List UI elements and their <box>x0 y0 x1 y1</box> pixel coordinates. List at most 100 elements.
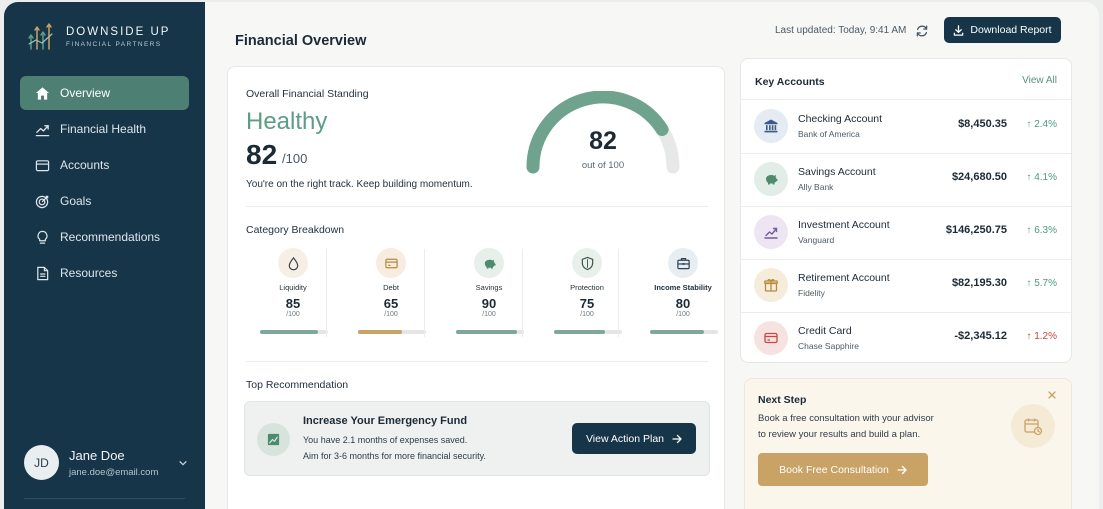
category-progress-fill <box>554 330 605 334</box>
trend-up-icon <box>754 215 788 249</box>
account-change: ↑ 1.2% <box>1026 331 1057 342</box>
account-row-investment[interactable]: Investment Account Vanguard $146,250.75 … <box>741 206 1071 259</box>
category-progress-track <box>554 330 622 334</box>
gauge-caption: out of 100 <box>581 160 625 171</box>
account-balance: $146,250.75 <box>945 224 1007 236</box>
key-accounts-title: Key Accounts <box>755 76 825 88</box>
sidebar-item-recommendations[interactable]: Recommendations <box>20 220 189 254</box>
category-divider <box>424 249 425 337</box>
sidebar-item-label: Recommendations <box>60 230 161 244</box>
category-score-max: /100 <box>580 311 594 318</box>
account-change: ↑ 6.3% <box>1026 225 1057 236</box>
standing-status: Healthy <box>246 108 328 135</box>
category-breakdown: Liquidity 85 /100 Debt 65 /100 Sav <box>244 243 718 343</box>
sidebar-divider <box>24 498 185 499</box>
score-gauge <box>526 91 680 174</box>
app-window: DOWNSIDE UP FINANCIAL PARTNERS Overview … <box>4 2 1099 509</box>
shield-icon <box>572 248 602 278</box>
account-institution: Vanguard <box>798 235 835 245</box>
refresh-icon[interactable] <box>915 24 929 38</box>
briefcase-icon <box>668 248 698 278</box>
category-label: Liquidity <box>279 283 307 292</box>
section-divider <box>246 206 708 207</box>
next-step-card: Next Step Book a free consultation with … <box>744 378 1072 509</box>
category-protection[interactable]: Protection 75 /100 <box>538 243 636 343</box>
recommendation-detail: Aim for 3-6 months for more financial se… <box>303 451 486 461</box>
account-balance: $82,195.30 <box>951 277 1007 289</box>
account-institution: Fidelity <box>798 288 825 298</box>
account-name: Investment Account <box>798 219 890 231</box>
lightbulb-icon <box>34 229 50 245</box>
sidebar-item-accounts[interactable]: Accounts <box>20 148 189 182</box>
home-icon <box>34 85 50 101</box>
sidebar-item-label: Accounts <box>60 158 110 172</box>
brand-subtitle: FINANCIAL PARTNERS <box>66 41 162 48</box>
user-name: Jane Doe <box>69 447 125 463</box>
account-row-checking[interactable]: Checking Account Bank of America $8,450.… <box>741 100 1071 153</box>
account-row-credit-card[interactable]: Credit Card Chase Sapphire -$2,345.12 ↑ … <box>741 312 1071 365</box>
account-name: Credit Card <box>798 325 852 337</box>
category-label: Protection <box>570 283 604 292</box>
sidebar-item-goals[interactable]: Goals <box>20 184 189 218</box>
target-icon <box>34 193 50 209</box>
category-income-stability[interactable]: Income Stability 80 /100 <box>634 243 732 343</box>
recommendation-detail: You have 2.1 months of expenses saved. <box>303 435 468 445</box>
account-row-retirement[interactable]: Retirement Account Fidelity $82,195.30 ↑… <box>741 259 1071 312</box>
sidebar-item-financial-health[interactable]: Financial Health <box>20 112 189 146</box>
brand-name: DOWNSIDE UP <box>66 26 171 38</box>
category-progress-fill <box>358 330 403 334</box>
financial-standing-card: Overall Financial Standing Healthy 82 /1… <box>227 66 725 509</box>
top-recommendation-title: Top Recommendation <box>246 379 349 391</box>
view-action-plan-button[interactable]: View Action Plan <box>572 423 696 454</box>
category-score: 65 <box>383 296 399 311</box>
view-all-link[interactable]: View All <box>1022 75 1057 86</box>
category-label: Debt <box>383 283 399 292</box>
user-profile[interactable]: JD Jane Doe jane.doe@email.com <box>24 445 189 480</box>
chevron-down-icon[interactable] <box>177 457 189 469</box>
bank-icon <box>754 109 788 143</box>
account-name: Checking Account <box>798 113 883 125</box>
account-change: ↑ 4.1% <box>1026 172 1057 183</box>
category-savings[interactable]: Savings 90 /100 <box>440 243 538 343</box>
account-change: ↑ 2.4% <box>1026 119 1057 130</box>
account-balance: $8,450.35 <box>958 118 1007 130</box>
account-row-savings[interactable]: Savings Account Ally Bank $24,680.50 ↑ 4… <box>741 153 1071 206</box>
download-icon <box>954 24 964 36</box>
category-progress-track <box>358 330 426 334</box>
sidebar-item-resources[interactable]: Resources <box>20 256 189 290</box>
category-progress-fill <box>650 330 705 334</box>
standing-title: Overall Financial Standing <box>246 88 369 100</box>
account-institution: Bank of America <box>798 129 860 139</box>
book-consultation-button[interactable]: Book Free Consultation <box>758 453 928 486</box>
row-divider <box>741 312 1071 313</box>
recommendation-box: Increase Your Emergency Fund You have 2.… <box>244 401 710 476</box>
sidebar-item-label: Resources <box>60 266 118 280</box>
section-divider <box>246 361 708 362</box>
account-balance: -$2,345.12 <box>954 330 1007 342</box>
row-divider <box>741 259 1071 260</box>
category-debt[interactable]: Debt 65 /100 <box>342 243 440 343</box>
chart-arrows-icon <box>28 23 53 50</box>
credit-card-icon <box>754 321 788 355</box>
wallet-icon <box>34 157 50 173</box>
sidebar-item-overview[interactable]: Overview <box>20 76 189 110</box>
gauge-value: 82 <box>589 127 617 155</box>
category-progress-track <box>260 330 328 334</box>
category-progress-track <box>456 330 524 334</box>
category-breakdown-title: Category Breakdown <box>246 224 345 236</box>
next-step-text: to review your results and build a plan. <box>758 429 921 440</box>
category-score: 75 <box>579 296 595 311</box>
category-score-max: /100 <box>482 311 496 318</box>
download-report-label: Download Report <box>970 24 1052 36</box>
document-icon <box>34 265 50 281</box>
brand[interactable]: DOWNSIDE UP FINANCIAL PARTNERS <box>28 22 170 52</box>
category-score-max: /100 <box>384 311 398 318</box>
sidebar-nav: Overview Financial Health Accounts Goals <box>20 76 189 292</box>
account-institution: Chase Sapphire <box>798 341 859 351</box>
category-progress-track <box>650 330 718 334</box>
category-liquidity[interactable]: Liquidity 85 /100 <box>244 243 342 343</box>
category-score-max: /100 <box>676 311 690 318</box>
page-title: Financial Overview <box>235 33 367 49</box>
close-icon[interactable] <box>1047 390 1057 400</box>
download-report-button[interactable]: Download Report <box>944 17 1061 43</box>
